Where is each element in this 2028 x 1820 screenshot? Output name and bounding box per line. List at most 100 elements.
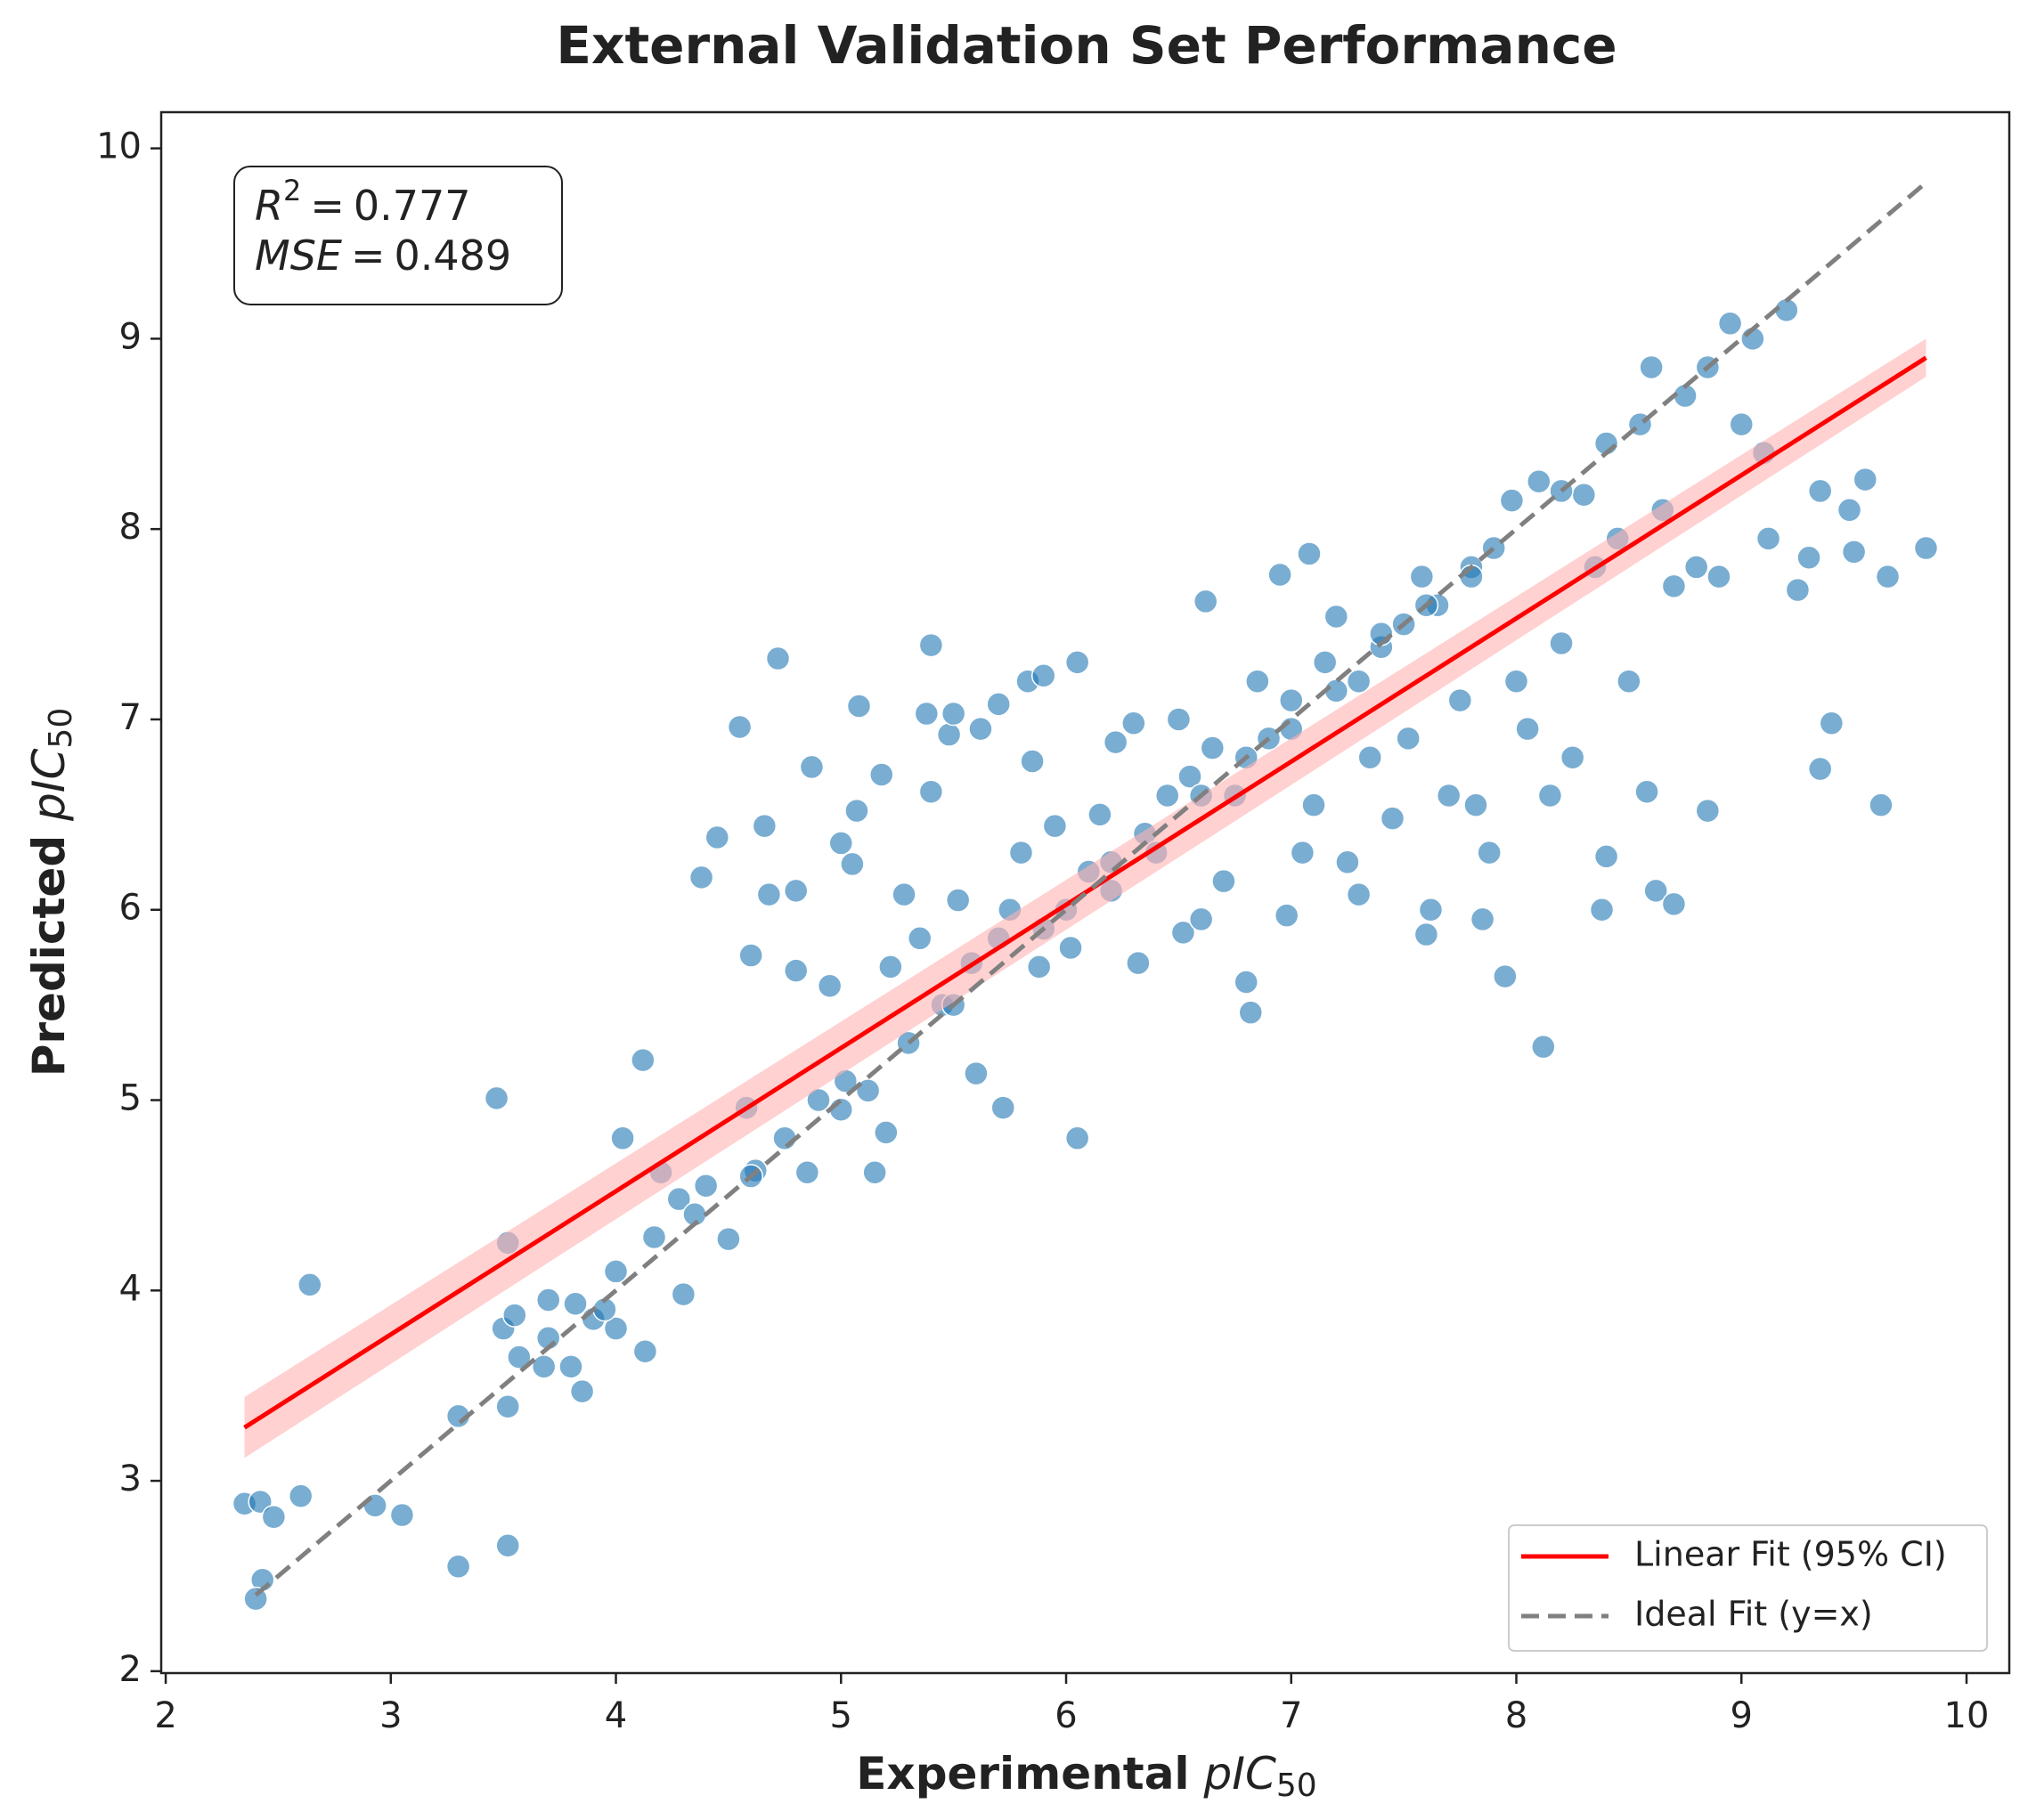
point	[936, 722, 962, 747]
point	[1796, 545, 1821, 570]
x-tick-label: 2	[154, 1695, 176, 1736]
y-tick-label: 3	[119, 1458, 142, 1499]
point	[1274, 903, 1299, 928]
point	[1026, 955, 1052, 979]
point	[1193, 589, 1218, 614]
point	[1499, 488, 1525, 513]
point	[756, 882, 782, 907]
annotation-operator: =	[310, 182, 345, 230]
point	[671, 1281, 696, 1307]
point	[603, 1259, 629, 1284]
point	[1413, 922, 1439, 947]
point	[1396, 726, 1421, 752]
point	[563, 1291, 588, 1317]
y-tick-label: 10	[96, 126, 142, 167]
point	[1869, 792, 1894, 817]
point	[1380, 806, 1405, 831]
legend-label: Ideal Fit (y=x)	[1634, 1595, 1873, 1634]
point	[892, 882, 916, 907]
point	[840, 851, 865, 877]
point	[727, 714, 753, 740]
point	[1913, 535, 1939, 561]
legend: Linear Fit (95% CI) Ideal Fit (y=x)	[1508, 1524, 1988, 1652]
point	[641, 1224, 667, 1250]
point	[1064, 1125, 1090, 1151]
ideal-line	[254, 181, 1928, 1597]
point	[1661, 573, 1687, 599]
point	[1234, 970, 1258, 995]
point	[1841, 540, 1867, 565]
x-tick-label: 8	[1505, 1695, 1527, 1736]
point	[502, 1303, 527, 1328]
point	[918, 779, 944, 804]
point	[990, 1095, 1015, 1120]
point	[1200, 735, 1226, 760]
point	[1617, 669, 1641, 694]
point	[1549, 630, 1574, 656]
point	[1683, 555, 1709, 580]
point	[783, 878, 809, 904]
annotation-symbol: R	[255, 182, 283, 230]
point	[945, 888, 971, 913]
annotation-value: 0.777	[354, 182, 471, 230]
confidence-band	[244, 338, 1926, 1458]
point	[941, 701, 966, 727]
point	[846, 694, 872, 719]
point	[1639, 354, 1664, 380]
point	[631, 1047, 656, 1073]
point	[632, 1338, 658, 1364]
point	[705, 825, 730, 850]
point	[495, 1533, 520, 1558]
point	[535, 1288, 561, 1312]
legend-label: Linear Fit (95% CI)	[1634, 1535, 1947, 1574]
point	[1493, 963, 1518, 989]
y-tick-label: 7	[119, 697, 142, 738]
point	[1042, 813, 1068, 839]
point	[1571, 482, 1597, 508]
point	[1706, 564, 1731, 589]
point	[603, 1316, 629, 1341]
y-tick-label: 4	[119, 1268, 142, 1309]
point	[765, 646, 791, 671]
point	[1087, 802, 1112, 827]
point	[1103, 729, 1128, 755]
x-tick-label: 5	[830, 1695, 852, 1736]
point	[1346, 669, 1372, 694]
point	[799, 754, 825, 780]
point	[1785, 577, 1811, 603]
point	[1560, 744, 1585, 770]
point	[1409, 564, 1435, 589]
point	[1695, 798, 1721, 824]
y-axis-label: Predicted pIC50	[23, 708, 80, 1077]
point	[794, 1160, 820, 1185]
x-tick-label: 6	[1055, 1695, 1077, 1736]
annotation-operator: =	[351, 232, 386, 280]
point	[1634, 779, 1659, 804]
x-tick-label: 9	[1731, 1695, 1753, 1736]
point	[693, 1173, 719, 1198]
point	[1290, 840, 1315, 865]
point	[1297, 541, 1322, 566]
point	[507, 1345, 532, 1369]
annotation-r2: R2 = 0.777	[255, 174, 471, 230]
point	[874, 1120, 899, 1145]
x-tick-label: 4	[605, 1695, 627, 1736]
annotation-superscript: 2	[283, 174, 301, 207]
annotation-mse: MSE = 0.489	[255, 232, 511, 280]
point	[1008, 840, 1034, 865]
y-label-symbol: pIC	[23, 748, 75, 821]
point	[1875, 564, 1901, 589]
x-label-subscript: 50	[1276, 1767, 1317, 1804]
point	[445, 1554, 471, 1580]
x-axis-label: Experimental pIC50	[856, 1748, 1316, 1805]
chart-title: External Validation Set Performance	[556, 15, 1617, 76]
point	[986, 692, 1011, 717]
y-label-subscript: 50	[43, 708, 79, 749]
point	[1470, 906, 1495, 932]
point	[1188, 906, 1214, 932]
point	[569, 1378, 595, 1404]
point	[1301, 792, 1326, 817]
annotation-value: 0.489	[395, 232, 512, 280]
y-tick-label: 9	[119, 316, 142, 357]
